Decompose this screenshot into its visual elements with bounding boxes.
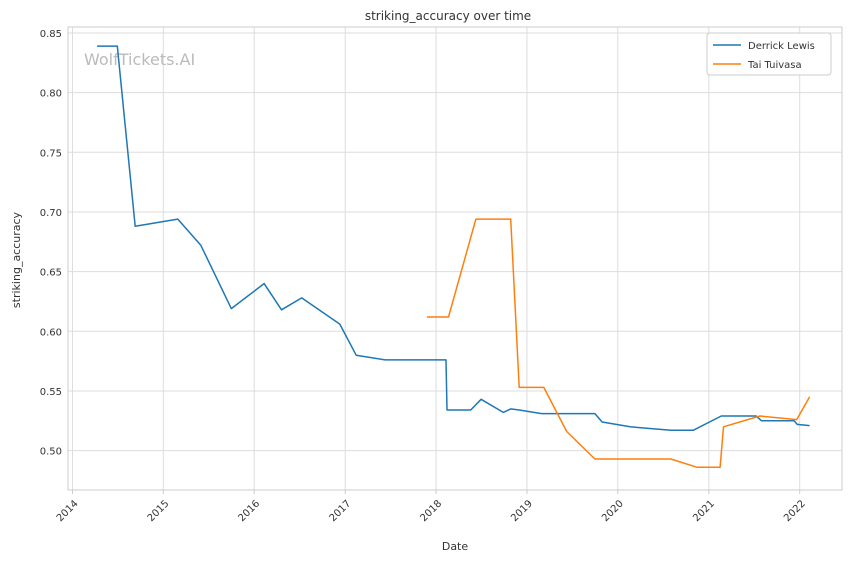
y-tick-label: 0.75	[40, 148, 62, 159]
y-tick-labels: 0.50 0.55 0.60 0.65 0.70 0.75 0.80 0.85	[40, 29, 62, 458]
x-axis-label: Date	[442, 540, 469, 553]
series-line-tai-tuivasa	[426, 218, 811, 469]
y-tick-label: 0.80	[40, 89, 62, 100]
x-tick-label: 2018	[418, 498, 444, 524]
x-tick-label: 2014	[55, 498, 81, 524]
series-lines	[97, 45, 811, 469]
y-axis-label: striking_accuracy	[10, 211, 23, 308]
y-tick-label: 0.65	[40, 268, 62, 279]
y-tick-label: 0.60	[40, 327, 62, 338]
series-line-derrick-lewis	[97, 45, 810, 432]
x-tick-label: 2019	[509, 498, 535, 524]
x-tick-labels: 2014 2015 2016 2017 2018 2019 2020 2021 2022	[55, 498, 808, 524]
x-tick-label: 2015	[146, 498, 172, 524]
x-tick-label: 2017	[328, 498, 354, 524]
legend-label: Tai Tuivasa	[747, 60, 802, 71]
legend: Derrick Lewis Tai Tuivasa	[706, 32, 832, 76]
x-tick-label: 2021	[691, 498, 717, 524]
watermark: WolfTickets.AI	[84, 50, 195, 69]
y-tick-label: 0.70	[40, 208, 62, 219]
grid	[68, 27, 842, 494]
y-tick-label: 0.85	[40, 29, 62, 40]
chart-title: striking_accuracy over time	[365, 9, 531, 23]
plot-frame	[67, 26, 843, 491]
y-tick-label: 0.55	[40, 387, 62, 398]
x-tick-label: 2016	[237, 498, 263, 524]
x-tick-label: 2022	[782, 498, 808, 524]
legend-label: Derrick Lewis	[748, 41, 815, 52]
x-tick-label: 2020	[600, 498, 626, 524]
y-tick-label: 0.50	[40, 447, 62, 458]
